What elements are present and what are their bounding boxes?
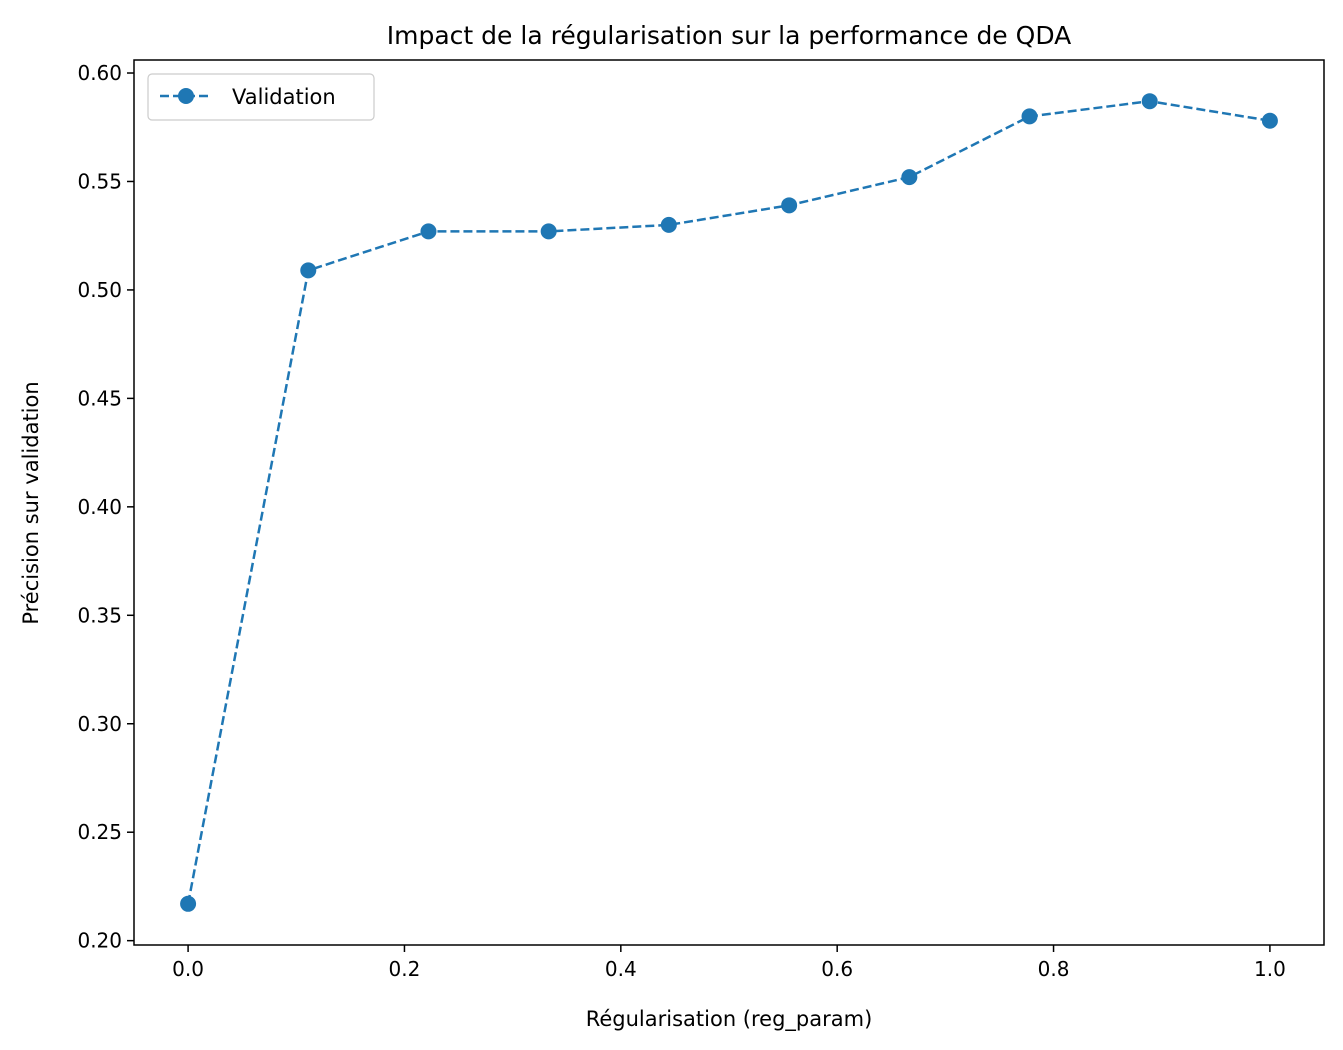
x-axis-label: Régularisation (reg_param) <box>586 1007 873 1032</box>
y-tick-label: 0.35 <box>77 603 122 627</box>
data-point <box>180 895 197 912</box>
y-tick-label: 0.45 <box>77 386 122 410</box>
y-tick-label: 0.60 <box>77 61 122 85</box>
data-point <box>660 216 677 233</box>
legend-label-validation: Validation <box>232 85 336 109</box>
x-tick-label: 0.2 <box>389 957 421 981</box>
y-axis-label: Précision sur validation <box>19 381 43 624</box>
y-tick-label: 0.20 <box>77 929 122 953</box>
series-line-validation <box>186 99 1271 905</box>
data-point <box>540 223 557 240</box>
data-point <box>420 223 437 240</box>
x-tick-label: 0.4 <box>605 957 637 981</box>
data-point <box>1261 112 1278 129</box>
data-point <box>901 169 918 186</box>
legend-box <box>147 73 375 121</box>
y-tick-label: 0.50 <box>77 278 122 302</box>
y-tick-label: 0.40 <box>77 495 122 519</box>
x-tick-label: 0.6 <box>821 957 853 981</box>
data-point <box>781 197 798 214</box>
legend-marker <box>178 88 194 104</box>
x-tick-label: 1.0 <box>1254 957 1286 981</box>
data-point <box>300 262 317 279</box>
y-tick-label: 0.55 <box>77 169 122 193</box>
x-tick-label: 0.8 <box>1038 957 1070 981</box>
legend: Validation <box>147 73 375 121</box>
plot-area <box>180 93 1278 912</box>
x-tick-label: 0.0 <box>172 957 204 981</box>
data-point <box>1021 108 1038 125</box>
y-tick-label: 0.25 <box>77 820 122 844</box>
x-axis: 0.0 0.2 0.4 0.6 0.8 1.0 <box>172 945 1286 981</box>
data-point <box>1141 93 1158 110</box>
y-axis: 0.20 0.25 0.30 0.35 0.40 0.45 0.50 0.55 0.60 <box>77 61 134 953</box>
y-tick-label: 0.30 <box>77 712 122 736</box>
plot-frame <box>133 59 1325 946</box>
chart-title: Impact de la régularisation sur la perfo… <box>387 21 1071 50</box>
